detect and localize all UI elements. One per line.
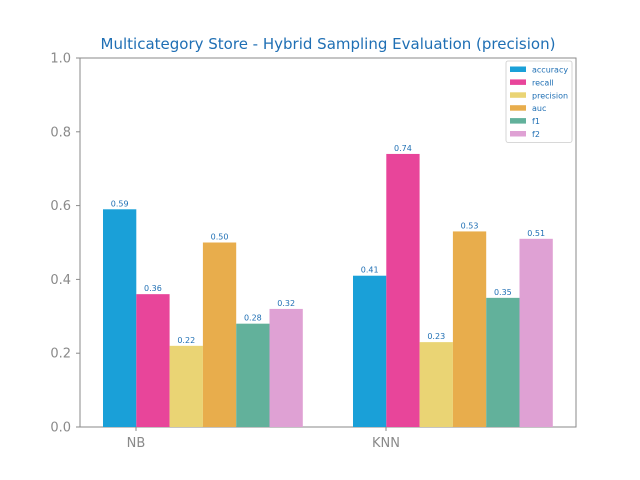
bar-value-label: 0.28 xyxy=(244,314,262,323)
bar-precision-nb xyxy=(169,345,203,427)
x-tick-label: KNN xyxy=(372,436,400,451)
legend-label: accuracy xyxy=(532,66,568,75)
bar-f2-nb xyxy=(269,308,303,427)
bar-accuracy-knn xyxy=(353,275,387,427)
bar-precision-knn xyxy=(419,342,453,427)
y-tick-label: 1.0 xyxy=(50,52,71,67)
legend-label: recall xyxy=(532,78,554,87)
plot-frame xyxy=(79,57,577,428)
y-tick-label: 0.2 xyxy=(50,347,71,362)
bar-accuracy-nb xyxy=(103,209,137,427)
bar-value-label: 0.23 xyxy=(427,332,445,341)
bar-f2-knn xyxy=(519,238,553,427)
legend-swatch-f2 xyxy=(510,131,526,137)
bar-recall-nb xyxy=(136,294,170,427)
y-tick-label: 0.8 xyxy=(50,125,71,140)
bar-recall-knn xyxy=(386,153,420,427)
plot-area: 0.0 0.2 0.4 0.6 0.8 1.0 0.59 0.36 0.22 0.50 0.28 0.… xyxy=(50,52,577,451)
y-tick-label: 0.6 xyxy=(50,199,71,214)
y-tick-label: 0.0 xyxy=(50,421,71,436)
bar-value-label: 0.51 xyxy=(527,229,545,238)
legend-swatch-accuracy xyxy=(510,66,526,72)
bar-value-label: 0.53 xyxy=(461,221,479,230)
bar-f1-knn xyxy=(486,297,520,427)
bar-value-label: 0.32 xyxy=(277,299,295,308)
chart-title: Multicategory Store - Hybrid Sampling Ev… xyxy=(101,35,556,53)
y-tick-label: 0.4 xyxy=(50,273,71,288)
legend-swatch-recall xyxy=(510,79,526,85)
bar-value-label: 0.59 xyxy=(111,199,129,208)
bar-value-label: 0.22 xyxy=(177,336,195,345)
legend-label: auc xyxy=(532,104,546,113)
bar-value-label: 0.74 xyxy=(394,144,412,153)
legend-swatch-f1 xyxy=(510,118,526,124)
x-tick-label: NB xyxy=(127,436,146,451)
bar-f1-nb xyxy=(236,323,270,427)
legend-swatch-precision xyxy=(510,92,526,98)
bar-value-label: 0.36 xyxy=(144,284,162,293)
legend-label: f2 xyxy=(532,130,540,139)
bar-value-label: 0.41 xyxy=(361,266,379,275)
legend-swatch-auc xyxy=(510,105,526,111)
bar-auc-nb xyxy=(202,242,237,427)
bar-auc-knn xyxy=(452,231,487,427)
legend-label: f1 xyxy=(532,117,540,126)
bar-value-label: 0.50 xyxy=(211,233,229,242)
bar-value-label: 0.35 xyxy=(494,288,512,297)
legend-label: precision xyxy=(532,91,568,100)
